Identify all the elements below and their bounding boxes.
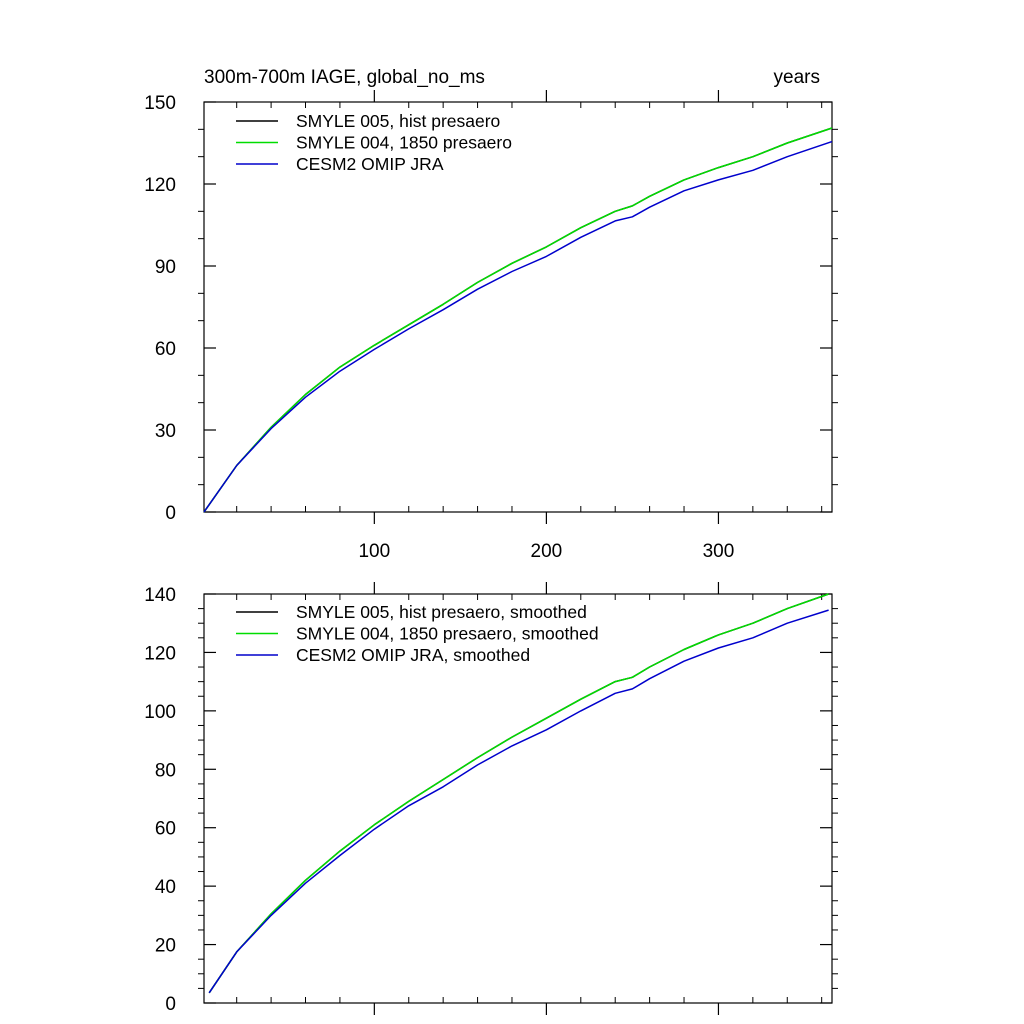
series-line-cesm2-omip-jra: [203, 140, 833, 513]
y-tick-label: 100: [144, 702, 176, 723]
panel-bottom: 0 20 40 60 80 100 120 140 SMYLE 005, hist presae…: [144, 582, 838, 1015]
series-line-smyle-004-1850-presaero-smoothed: [208, 593, 829, 994]
legend-label: SMYLE 005, hist presaero, smoothed: [296, 602, 587, 622]
x-tick-label: 100: [358, 541, 390, 562]
y-tick-label: 40: [155, 877, 176, 898]
series-line-cesm2-omip-jra-smoothed: [208, 609, 829, 994]
x-tick-label: 300: [703, 541, 735, 562]
y-tick-label: 150: [144, 93, 176, 114]
units-label: years: [774, 67, 820, 88]
legend-label: SMYLE 004, 1850 presaero, smoothed: [296, 624, 599, 644]
y-tick-label: 60: [155, 819, 176, 840]
y-tick-label: 140: [144, 585, 176, 606]
y-tick-label: 0: [165, 994, 176, 1015]
legend-label: CESM2 OMIP JRA, smoothed: [296, 645, 530, 665]
legend-label: SMYLE 004, 1850 presaero: [296, 133, 512, 153]
series-line-smyle-004-1850-presaero: [203, 127, 833, 513]
plot-frame: [203, 101, 833, 513]
y-tick-label: 80: [155, 760, 176, 781]
panel-top: 300m-700m IAGE, global_no_ms years 100 20…: [144, 67, 838, 562]
y-tick-label: 60: [155, 339, 176, 360]
x-tick-label: 200: [531, 541, 563, 562]
series-line-smyle-005-hist-presaero: [203, 127, 833, 513]
y-tick-label: 120: [144, 643, 176, 664]
y-tick-label: 0: [165, 503, 176, 524]
chart-title: 300m-700m IAGE, global_no_ms: [204, 67, 485, 88]
legend-label: SMYLE 005, hist presaero: [296, 111, 500, 131]
y-tick-label: 120: [144, 175, 176, 196]
y-tick-label: 30: [155, 421, 176, 442]
y-tick-label: 90: [155, 257, 176, 278]
y-tick-label: 20: [155, 936, 176, 957]
legend-label: CESM2 OMIP JRA: [296, 154, 444, 174]
